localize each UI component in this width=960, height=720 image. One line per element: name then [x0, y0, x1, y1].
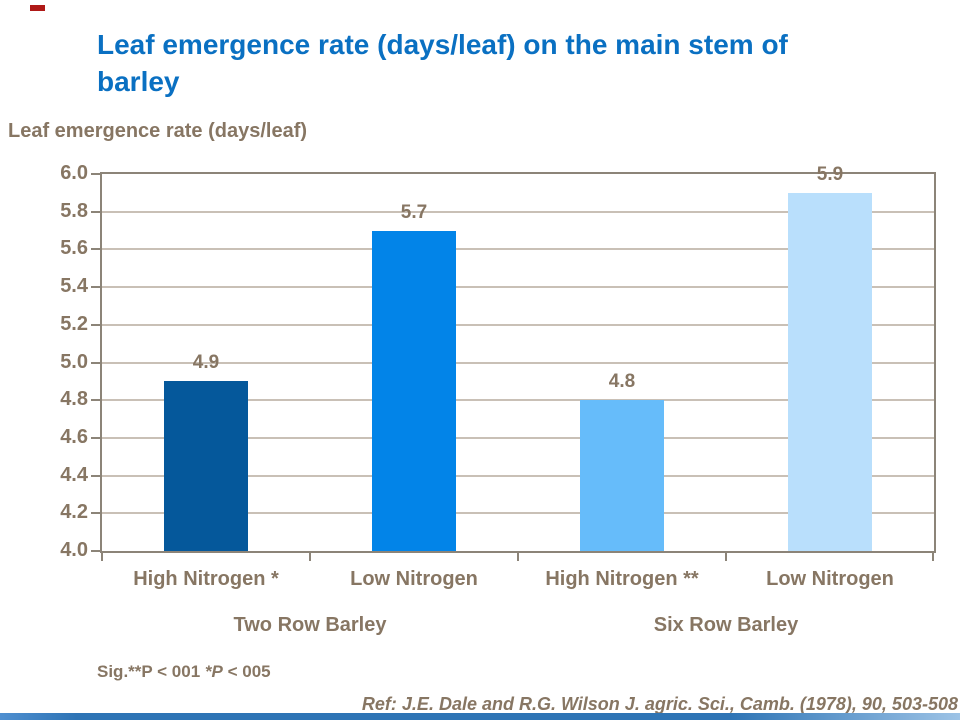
bottom-accent-bar [0, 713, 960, 720]
bar [164, 381, 248, 551]
bar-chart-plot-area: 4.9 5.7 4.8 5.9 [100, 164, 936, 561]
y-tick-mark [91, 361, 100, 364]
bar-value-label: 4.8 [608, 371, 636, 393]
red-accent-mark [30, 5, 45, 11]
y-tick-label: 6.0 [60, 162, 88, 184]
y-tick-mark [91, 210, 100, 213]
y-tick-label: 5.2 [60, 312, 88, 335]
y-tick-label: 4.8 [60, 388, 88, 411]
y-tick-mark [91, 512, 100, 515]
gridline [102, 436, 934, 439]
x-tick-mark [725, 553, 727, 561]
x-tick-mark [932, 553, 934, 561]
page-title: Leaf emergence rate (days/leaf) on the m… [97, 26, 927, 100]
bar [372, 230, 456, 551]
y-tick-mark [91, 436, 100, 439]
significance-note-italic: *P [204, 662, 223, 681]
gridline [102, 361, 934, 364]
y-tick-mark [91, 286, 100, 289]
reference-citation: Ref: J.E. Dale and R.G. Wilson J. agric.… [361, 694, 958, 714]
bar [580, 400, 664, 551]
y-tick-mark [91, 474, 100, 477]
y-tick-label: 5.0 [60, 350, 88, 373]
y-tick-mark [91, 323, 100, 326]
page-title-line2: barley [97, 66, 180, 97]
significance-note: Sig.**P < 001 *P < 005 [97, 662, 271, 682]
y-tick-label: 5.4 [60, 275, 88, 298]
page-title-line1: Leaf emergence rate (days/leaf) on the m… [97, 29, 788, 60]
y-tick-label: 4.6 [60, 425, 88, 448]
y-tick-label: 5.8 [60, 199, 88, 222]
gridline [102, 512, 934, 515]
gridline [102, 210, 934, 213]
x-tick-mark [101, 553, 103, 561]
y-tick-label: 4.4 [60, 463, 88, 486]
bar-value-label: 4.9 [192, 352, 220, 374]
y-tick-label: 5.6 [60, 237, 88, 260]
y-tick-mark [91, 550, 100, 552]
group-label: Six Row Barley [653, 614, 799, 636]
y-tick-label: 4.0 [60, 539, 88, 561]
gridline [102, 399, 934, 402]
y-tick-mark [91, 173, 100, 175]
y-tick-mark [91, 248, 100, 251]
y-axis-title: Leaf emergence rate (days/leaf) [8, 120, 308, 142]
x-category-label: Low Nitrogen [350, 568, 478, 590]
gridline [102, 323, 934, 326]
x-category-label: High Nitrogen ** [545, 568, 699, 590]
bar-value-label: 5.9 [816, 163, 844, 185]
gridline [102, 286, 934, 289]
significance-note-part3: < 005 [222, 662, 271, 681]
x-category-label: High Nitrogen * [133, 568, 279, 590]
gridline [102, 248, 934, 251]
x-tick-mark [309, 553, 311, 561]
gridline [102, 474, 934, 477]
bar [788, 192, 872, 551]
y-tick-mark [91, 399, 100, 402]
y-tick-label: 4.2 [60, 501, 88, 524]
x-category-label: Low Nitrogen [766, 568, 894, 590]
bar-value-label: 5.7 [400, 201, 428, 223]
x-tick-mark [517, 553, 519, 561]
significance-note-part1: Sig.**P < 001 [97, 662, 205, 681]
group-label: Two Row Barley [233, 614, 387, 636]
